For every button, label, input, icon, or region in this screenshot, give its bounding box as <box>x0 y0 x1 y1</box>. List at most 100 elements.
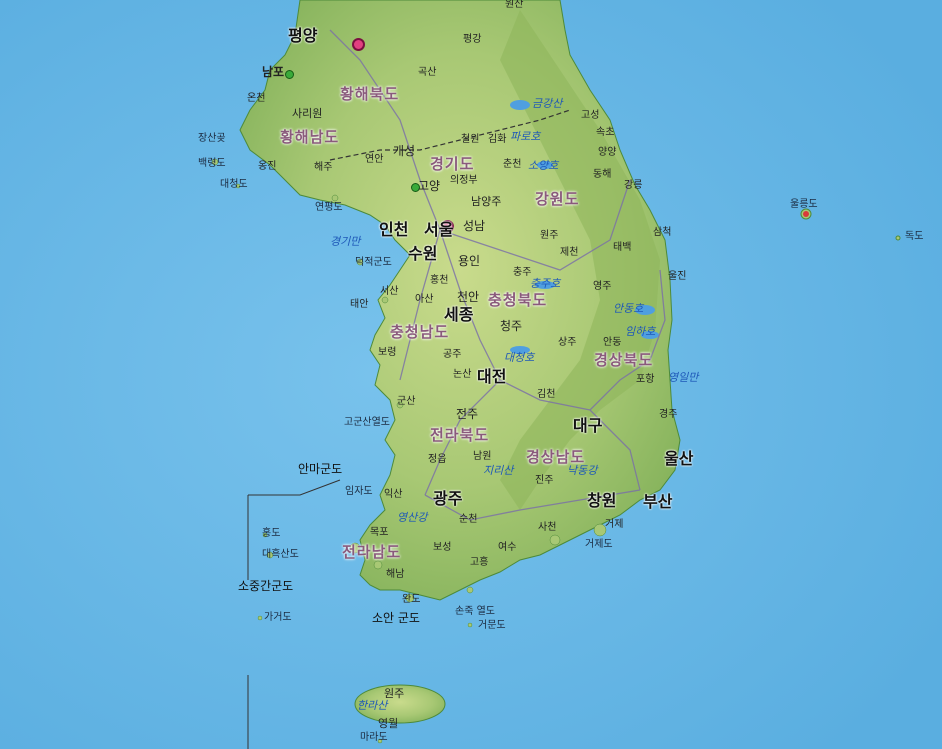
lake-chungju: 충주호 <box>530 277 561 290</box>
town-jeju[interactable]: 원주 <box>384 687 405 700</box>
town-uljin[interactable]: 울진 <box>668 271 687 282</box>
town-boryeong[interactable]: 보령 <box>378 347 397 358</box>
town-suncheon[interactable]: 순천 <box>459 514 478 525</box>
town-yeosu[interactable]: 여수 <box>498 542 517 553</box>
city-gwangju[interactable]: 광주 <box>433 489 463 508</box>
town-wando[interactable]: 완도 <box>402 594 421 605</box>
city-daejeon[interactable]: 대전 <box>477 367 507 386</box>
town-goyang[interactable]: 고양 <box>418 179 441 193</box>
city-suwon[interactable]: 수원 <box>408 244 438 263</box>
group-anma[interactable]: 안마군도 <box>298 462 343 476</box>
town-cheorwon[interactable]: 철원 <box>461 134 480 145</box>
town-wonju[interactable]: 원주 <box>540 230 559 241</box>
town-cheongju[interactable]: 청주 <box>500 319 523 333</box>
town-goheung[interactable]: 고흥 <box>470 557 489 568</box>
bay-yeongil: 영일만 <box>668 371 699 384</box>
city-incheon[interactable]: 인천 <box>379 220 409 239</box>
town-seongnam[interactable]: 성남 <box>463 219 486 233</box>
city-seoul[interactable]: 서울 <box>424 220 454 239</box>
town-jeongeup[interactable]: 정읍 <box>428 454 447 465</box>
city-sejong[interactable]: 세종 <box>444 305 474 324</box>
town-chungju[interactable]: 충주 <box>513 267 532 278</box>
town-sangju[interactable]: 상주 <box>558 337 577 348</box>
town-sacheon[interactable]: 사천 <box>538 522 557 533</box>
island-yeonpyeongdo[interactable]: 연평도 <box>315 202 343 213</box>
capital-marker <box>352 38 365 51</box>
town-gimcheon[interactable]: 김천 <box>537 389 556 400</box>
town-jecheon[interactable]: 제천 <box>560 247 579 258</box>
city-busan[interactable]: 부산 <box>643 492 673 511</box>
town-haenam[interactable]: 해남 <box>386 569 405 580</box>
town-gyeongju[interactable]: 경주 <box>659 409 678 420</box>
town-yeongju[interactable]: 영주 <box>593 281 612 292</box>
town-ongjin[interactable]: 옹진 <box>258 161 277 172</box>
island-ulleungdo[interactable]: 울릉도 <box>790 199 818 210</box>
group-sojunggan[interactable]: 소중간군도 <box>238 579 294 593</box>
town-sokcho[interactable]: 속초 <box>596 127 615 138</box>
town-yongin[interactable]: 용인 <box>458 254 481 268</box>
town-seogwipo[interactable]: 영월 <box>378 717 399 730</box>
town-gunsan[interactable]: 군산 <box>397 396 416 407</box>
small-islands <box>211 158 607 744</box>
river-yeongsan: 영산강 <box>397 511 428 524</box>
province-gangwon: 강원도 <box>535 190 580 208</box>
town-wonsan[interactable]: 원산 <box>505 0 524 10</box>
city-changwon[interactable]: 창원 <box>587 491 617 510</box>
island-jangsangot[interactable]: 장산곶 <box>198 133 226 144</box>
island-hongdo[interactable]: 홍도 <box>262 528 281 539</box>
town-yeonan[interactable]: 연안 <box>365 154 384 165</box>
town-taean[interactable]: 태안 <box>350 299 369 310</box>
town-cheonan[interactable]: 천안 <box>457 290 480 304</box>
town-yangyang[interactable]: 양양 <box>598 147 617 158</box>
town-jeonju[interactable]: 전주 <box>456 407 479 421</box>
town-kaesong[interactable]: 개성 <box>393 144 416 158</box>
town-sariwon[interactable]: 사리원 <box>292 107 323 120</box>
island-daeheuksando[interactable]: 대흑산도 <box>262 549 299 560</box>
town-pohang[interactable]: 포항 <box>636 374 655 385</box>
island-geojedo[interactable]: 거제도 <box>585 539 613 550</box>
group-soan[interactable]: 소안 군도 <box>372 611 420 625</box>
town-oncheon[interactable]: 온천 <box>247 93 266 104</box>
town-pyeongtaek[interactable]: 홍천 <box>430 275 449 286</box>
town-taebaek[interactable]: 태백 <box>613 242 632 253</box>
town-andong[interactable]: 안동 <box>603 337 622 348</box>
town-haeju[interactable]: 해주 <box>314 162 333 173</box>
island-dokdo[interactable]: 독도 <box>905 231 924 242</box>
town-pyeonggang[interactable]: 평강 <box>463 34 482 45</box>
town-donghae[interactable]: 동해 <box>593 169 612 180</box>
town-goksan[interactable]: 곡산 <box>418 67 437 78</box>
town-gimhwa[interactable]: 김화 <box>488 134 507 145</box>
group-sonjuk[interactable]: 손죽 열도 <box>455 606 495 617</box>
town-seosan[interactable]: 서산 <box>380 286 399 297</box>
island-daecheongdo[interactable]: 대청도 <box>220 179 248 190</box>
island-deokjeok[interactable]: 덕적군도 <box>355 257 392 268</box>
island-gogunsan[interactable]: 고군산열도 <box>344 417 390 428</box>
town-asan[interactable]: 아산 <box>415 294 434 305</box>
town-namwon[interactable]: 남원 <box>473 451 492 462</box>
town-uijeongbu[interactable]: 의정부 <box>450 175 478 186</box>
town-hampyeong[interactable]: 익산 <box>384 489 403 500</box>
dmz-line <box>329 109 571 161</box>
town-boseong[interactable]: 보성 <box>433 542 452 553</box>
town-jinju[interactable]: 진주 <box>535 475 554 486</box>
town-gongju[interactable]: 공주 <box>443 349 462 360</box>
roads <box>329 29 666 521</box>
town-chuncheon[interactable]: 춘천 <box>503 159 522 170</box>
island-marado[interactable]: 마라도 <box>360 732 388 743</box>
island-geomundo[interactable]: 거문도 <box>478 620 506 631</box>
city-ulsan[interactable]: 울산 <box>664 449 694 468</box>
town-goseong[interactable]: 고성 <box>581 110 600 121</box>
town-geoje[interactable]: 거제 <box>605 519 624 530</box>
province-gyeonggi: 경기도 <box>430 155 475 173</box>
island-gageodo[interactable]: 가거도 <box>264 612 292 623</box>
town-samcheok[interactable]: 삼척 <box>653 227 672 238</box>
town-nampo[interactable]: 남포 <box>262 65 285 79</box>
city-pyongyang[interactable]: 평양 <box>288 26 318 45</box>
island-imjado[interactable]: 임자도 <box>345 486 373 497</box>
town-gangneung[interactable]: 강릉 <box>624 180 643 191</box>
island-baengnyeongdo[interactable]: 백령도 <box>198 158 226 169</box>
town-namyangju[interactable]: 남양주 <box>471 195 502 208</box>
town-mokpo[interactable]: 목포 <box>370 527 389 538</box>
city-daegu[interactable]: 대구 <box>573 416 603 435</box>
town-nonsan[interactable]: 논산 <box>453 369 472 380</box>
